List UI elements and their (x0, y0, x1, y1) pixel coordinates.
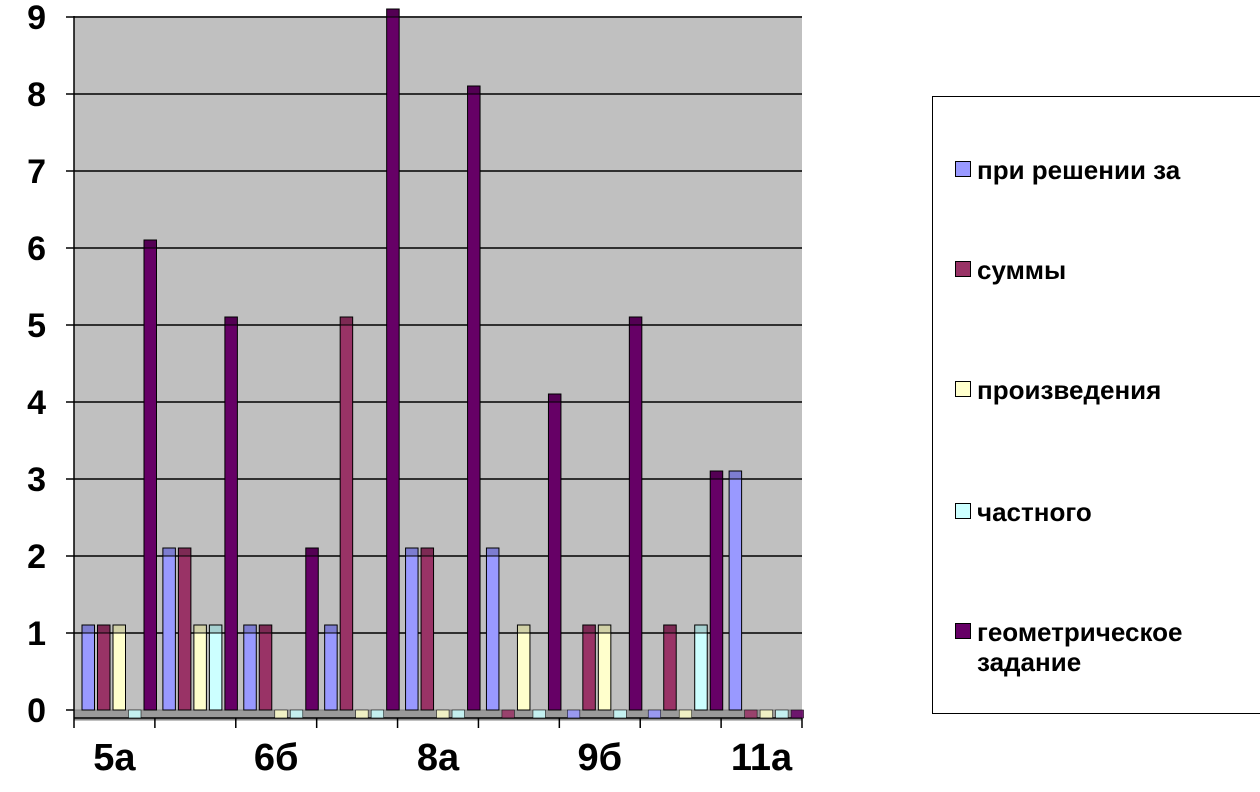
bar (775, 709, 789, 719)
bar (305, 547, 319, 711)
legend-label: частного (977, 497, 1092, 527)
y-tick-label: 0 (27, 692, 46, 730)
y-tick-label: 2 (27, 538, 46, 576)
x-tick-label: 8а (417, 737, 460, 779)
bar (162, 547, 176, 711)
x-tick-label: 6б (254, 737, 299, 779)
legend-item: произведения (955, 375, 1161, 405)
y-tick-label: 4 (27, 384, 46, 422)
legend: при решении за суммы произведения частного г… (932, 96, 1260, 714)
bar (355, 709, 369, 719)
legend-label: геометрическое задание (977, 617, 1183, 677)
y-tick-label: 6 (27, 230, 46, 268)
bar (97, 624, 111, 711)
legend-label: при решении за (977, 155, 1181, 185)
x-tick-label: 9б (577, 737, 622, 779)
bar (694, 624, 708, 711)
x-tick-label: 5а (93, 737, 136, 779)
bar (516, 624, 531, 711)
bar (224, 316, 238, 711)
bar (193, 624, 207, 711)
bar-chart: 0 1 2 3 4 5 6 7 8 9 5а 6б 8а 9б 11а (27, 0, 804, 779)
legend-item: суммы (955, 255, 1066, 285)
plot-area (74, 16, 802, 718)
bar (567, 709, 581, 719)
bar (324, 624, 338, 711)
bar (467, 85, 481, 711)
bar (759, 709, 773, 719)
y-tick-label: 7 (27, 153, 46, 191)
bar (597, 624, 612, 711)
legend-swatch (955, 161, 971, 177)
y-tick-label: 9 (27, 0, 46, 37)
bar (143, 239, 157, 711)
bar (370, 709, 384, 719)
bar (128, 709, 142, 719)
y-tick-label: 8 (27, 76, 46, 114)
legend-label: произведения (977, 375, 1162, 405)
bar (258, 624, 273, 711)
legend-swatch (955, 381, 971, 397)
bar (339, 316, 354, 711)
bar (744, 709, 758, 719)
bar (420, 547, 435, 711)
bar (81, 624, 95, 711)
bar (790, 709, 804, 719)
bar (208, 624, 223, 711)
bar (112, 624, 126, 711)
bar (436, 709, 450, 719)
legend-item: геометрическое задание (955, 617, 1182, 677)
bar (678, 709, 693, 719)
bar (613, 709, 627, 719)
y-tick-label: 1 (27, 615, 46, 653)
bar (405, 547, 419, 711)
legend-item: при решении за (955, 155, 1180, 185)
bar (582, 624, 596, 711)
bar (386, 8, 400, 711)
legend-swatch (955, 503, 971, 519)
bar (451, 709, 465, 719)
bar (274, 709, 288, 719)
x-tick-label: 11а (731, 737, 793, 779)
bar (709, 470, 724, 711)
bar (501, 709, 515, 719)
legend-swatch (955, 623, 971, 639)
legend-swatch (955, 261, 971, 277)
bar (177, 547, 192, 711)
bar (289, 709, 304, 719)
y-tick-label: 3 (27, 461, 46, 499)
bar (485, 547, 500, 711)
legend-item: частного (955, 497, 1092, 527)
bar (547, 393, 562, 711)
bar (663, 624, 677, 711)
bar (243, 624, 257, 711)
y-tick-label: 5 (27, 307, 46, 345)
legend-label: суммы (977, 255, 1067, 285)
bar (628, 316, 643, 711)
bar (728, 470, 743, 711)
bar (647, 709, 662, 719)
bar (532, 709, 546, 719)
